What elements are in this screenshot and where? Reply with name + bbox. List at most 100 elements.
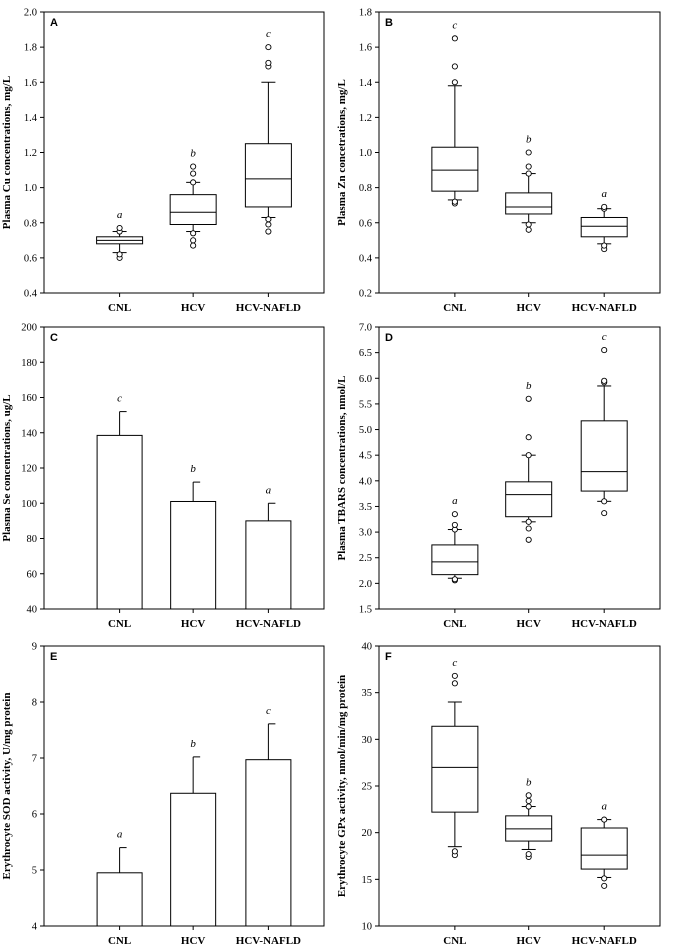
- outlier-point: [525, 226, 532, 233]
- bar: [96, 434, 143, 610]
- y-tick-label: 200: [21, 323, 37, 334]
- x-category-label: HCV: [181, 618, 206, 630]
- bar-group: a: [245, 484, 292, 610]
- y-tick-label: 60: [27, 569, 38, 580]
- panel-letter: E: [50, 651, 57, 663]
- outlier-point: [451, 35, 458, 42]
- y-tick-label: 140: [21, 428, 37, 439]
- y-tick-label: 40: [362, 642, 373, 653]
- iqr-box: [431, 725, 479, 813]
- bar-group: b: [170, 738, 217, 927]
- x-category-label: CNL: [108, 618, 131, 630]
- outlier-point: [451, 680, 458, 687]
- y-tick-label: 20: [362, 828, 373, 839]
- x-category-label: HCV-NAFLD: [236, 935, 301, 947]
- y-tick-label: 5.5: [359, 399, 372, 410]
- y-tick-label: 4.5: [359, 451, 372, 462]
- outlier-point: [601, 882, 608, 889]
- y-tick-label: 40: [27, 605, 38, 616]
- outlier-point: [525, 518, 532, 525]
- x-category-label: CNL: [108, 935, 131, 947]
- box-plot: b: [505, 134, 553, 233]
- plot-frame: [378, 326, 661, 610]
- panel-e: 4 5 6 7 8 9 CNL HCV HCV-NAFLD Erythrocyte SOD act…: [1, 642, 325, 947]
- y-tick-label: 35: [362, 688, 373, 699]
- bar: [245, 759, 292, 927]
- iqr-box: [505, 481, 553, 518]
- panel-letter: A: [50, 17, 58, 29]
- significance-letter: c: [266, 705, 271, 717]
- x-category-label: CNL: [443, 935, 466, 947]
- outlier-point: [525, 170, 532, 177]
- y-tick-label: 0.4: [24, 289, 38, 300]
- outlier-point: [265, 221, 272, 228]
- outlier-point: [601, 242, 608, 249]
- y-axis-label: Erythrocyte SOD activity, U/mg protein: [1, 693, 13, 880]
- outlier-point: [525, 434, 532, 441]
- outlier-point: [601, 875, 608, 882]
- x-category-label: HCV-NAFLD: [236, 302, 301, 314]
- outlier-point: [601, 816, 608, 823]
- outlier-point: [265, 228, 272, 235]
- significance-letter: a: [117, 209, 123, 221]
- outlier-point: [190, 163, 197, 170]
- outlier-point: [525, 525, 532, 532]
- y-tick-label: 180: [21, 358, 37, 369]
- y-tick-label: 0.4: [359, 253, 373, 264]
- x-category-label: HCV: [181, 935, 206, 947]
- box-plot: c: [580, 331, 628, 517]
- iqr-box: [431, 544, 479, 576]
- y-tick-label: 0.8: [359, 183, 372, 194]
- outlier-point: [451, 79, 458, 86]
- bar: [96, 872, 143, 927]
- outlier-point: [525, 797, 532, 804]
- panel-d: 1.5 2.0 2.5 3.0 3.5 4.0 4.5 5.0 5.5 6.0 6.5 7.0 CNL H…: [336, 323, 661, 630]
- bar-group: c: [96, 393, 143, 610]
- x-category-label: HCV: [516, 935, 541, 947]
- significance-letter: b: [190, 738, 196, 750]
- y-tick-label: 10: [362, 922, 373, 933]
- outlier-point: [525, 851, 532, 858]
- significance-letter: a: [117, 829, 123, 841]
- iqr-box: [580, 216, 628, 238]
- box-plot: c: [431, 657, 479, 859]
- outlier-point: [190, 179, 197, 186]
- y-tick-label: 7.0: [359, 323, 372, 334]
- significance-letter: c: [117, 393, 122, 405]
- y-tick-label: 2.5: [359, 553, 372, 564]
- box-plot: c: [431, 19, 479, 207]
- outlier-point: [525, 395, 532, 402]
- y-tick-label: 6.5: [359, 348, 372, 359]
- y-tick-label: 1.5: [359, 605, 372, 616]
- outlier-point: [190, 230, 197, 237]
- y-tick-label: 1.0: [24, 183, 37, 194]
- panel-f: 10 15 20 25 30 35 40 CNL HCV HCV-NAFLD Erythrocyte…: [336, 642, 661, 947]
- outlier-point: [525, 792, 532, 799]
- box-plot: a: [580, 188, 628, 253]
- outlier-point: [601, 510, 608, 517]
- panel-letter: B: [385, 17, 393, 29]
- outlier-point: [451, 576, 458, 583]
- outlier-point: [601, 203, 608, 210]
- panel-letter: D: [385, 332, 393, 344]
- bar-group: b: [170, 463, 217, 610]
- significance-letter: b: [526, 134, 532, 146]
- outlier-point: [265, 216, 272, 223]
- iqr-box: [580, 420, 628, 492]
- box-plot: a: [580, 801, 628, 889]
- x-category-label: HCV: [516, 302, 541, 314]
- y-tick-label: 25: [362, 782, 373, 793]
- significance-letter: c: [266, 28, 271, 40]
- y-tick-label: 5.0: [359, 425, 372, 436]
- outlier-point: [265, 59, 272, 66]
- significance-letter: a: [452, 495, 458, 507]
- y-tick-label: 0.8: [24, 218, 37, 229]
- outlier-point: [116, 224, 123, 232]
- box-plot: a: [96, 209, 144, 261]
- y-tick-label: 1.4: [24, 113, 38, 124]
- box-plot: b: [505, 776, 553, 860]
- y-tick-label: 3.5: [359, 502, 372, 513]
- box-plot: b: [505, 380, 553, 543]
- outlier-point: [525, 452, 532, 459]
